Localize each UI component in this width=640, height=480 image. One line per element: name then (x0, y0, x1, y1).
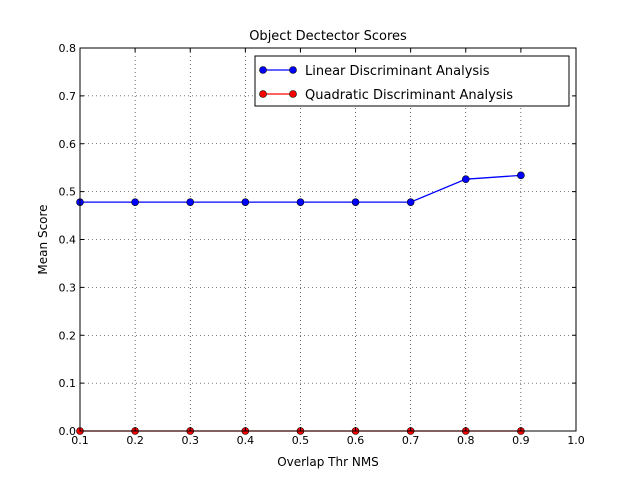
data-point (351, 198, 360, 206)
series-0 (76, 171, 525, 206)
data-point (241, 198, 250, 206)
legend-label: Linear Discriminant Analysis (305, 64, 490, 79)
x-tick-label: 0.3 (181, 434, 199, 447)
legend-marker (289, 66, 297, 74)
x-axis-label: Overlap Thr NMS (277, 455, 379, 469)
x-tick-label: 0.5 (292, 434, 310, 447)
y-tick-label: 0.1 (59, 377, 77, 390)
y-tick-label: 0.0 (59, 425, 77, 438)
ticks: 0.1 0.2 0.3 0.4 0.5 0.6 0.7 0.8 0.9 1.00.00.10.20… (59, 42, 585, 447)
legend: Linear Discriminant Analysis Quadratic Di… (254, 55, 570, 107)
chart-title: Object Dectector Scores (249, 29, 407, 44)
legend-marker (259, 90, 267, 98)
legend-marker (289, 90, 297, 98)
x-tick-label: 0.8 (457, 434, 475, 447)
x-tick-label: 0.1 (71, 434, 89, 447)
y-tick-label: 0.5 (59, 186, 77, 199)
y-tick-label: 0.2 (59, 329, 77, 342)
y-tick-label: 0.3 (59, 281, 77, 294)
data-point (131, 198, 139, 206)
y-tick-label: 0.6 (59, 138, 77, 151)
x-tick-label: 0.2 (126, 434, 144, 447)
x-tick-label: 0.4 (237, 434, 255, 447)
x-tick-label: 0.9 (512, 434, 530, 447)
x-tick-label: 0.7 (402, 434, 420, 447)
y-tick-label: 0.4 (59, 234, 77, 247)
data-point (406, 198, 415, 206)
x-tick-label: 1.0 (567, 434, 585, 447)
legend-entry: Quadratic Discriminant Analysis (259, 88, 513, 103)
data-point (296, 198, 305, 206)
y-tick-label: 0.8 (59, 42, 77, 55)
legend-box (254, 55, 570, 107)
legend-label: Quadratic Discriminant Analysis (305, 88, 513, 103)
legend-entry: Linear Discriminant Analysis (259, 64, 490, 79)
x-tick-label: 0.6 (347, 434, 365, 447)
data-point (461, 175, 470, 183)
data-point (517, 171, 525, 180)
legend-marker (259, 66, 267, 74)
y-tick-label: 0.7 (59, 90, 77, 103)
y-axis-label: Mean Score (36, 204, 50, 274)
series-layer (76, 171, 525, 435)
data-point (186, 198, 195, 206)
